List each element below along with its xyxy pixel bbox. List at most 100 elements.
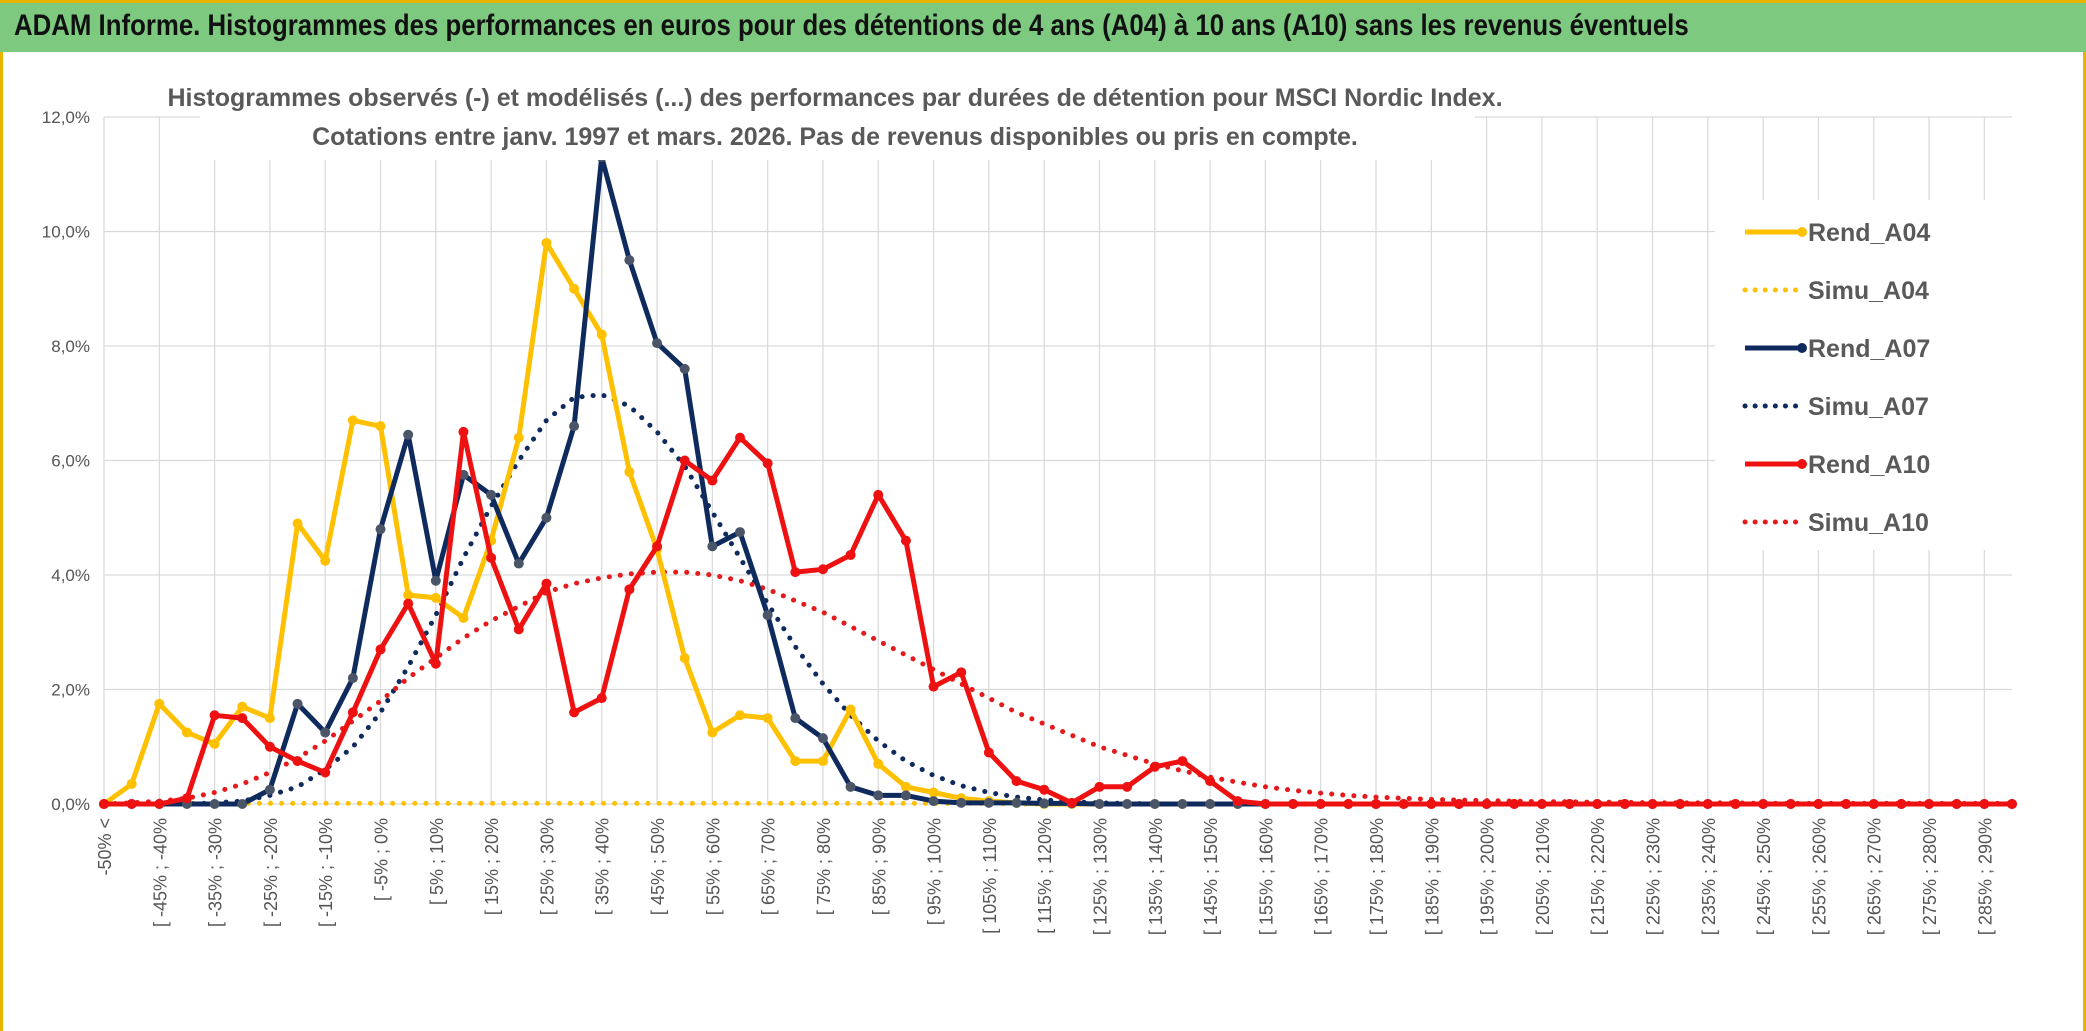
data-point: [320, 767, 331, 778]
x-tick-label: [ 135% ; 140%: [1146, 818, 1166, 935]
data-point: [430, 575, 441, 586]
x-tick-label: [ 255% ; 260%: [1809, 818, 1829, 935]
data-point: [596, 693, 607, 704]
legend-label: Rend_A07: [1808, 335, 1930, 363]
x-tick-label: [ 205% ; 210%: [1533, 818, 1553, 935]
data-point: [735, 527, 745, 538]
series-Simu_A10: [101, 569, 2015, 807]
x-tick-label: -50% <: [95, 818, 115, 876]
data-point: [735, 432, 745, 443]
legend-item: Rend_A04: [1745, 219, 1930, 247]
data-point: [1122, 799, 1133, 809]
data-point: [1094, 799, 1105, 809]
data-point: [1177, 799, 1188, 809]
data-point: [1536, 799, 1547, 809]
data-point: [513, 558, 524, 569]
y-tick-label: 12,0%: [42, 108, 90, 127]
data-point: [790, 713, 801, 724]
data-point: [99, 799, 109, 809]
data-point: [430, 592, 441, 603]
x-tick-label: [ 5% ; 10%: [427, 818, 447, 905]
y-tick-label: 8,0%: [51, 337, 90, 356]
data-point: [1260, 799, 1271, 809]
data-point: [1398, 799, 1409, 809]
data-point: [762, 610, 773, 621]
legend-label: Rend_A04: [1808, 219, 1930, 247]
data-point: [154, 799, 165, 809]
data-point: [403, 429, 414, 440]
data-point: [1315, 799, 1326, 809]
x-tick-label: [ 115% ; 120%: [1035, 818, 1055, 934]
data-point: [817, 733, 828, 744]
x-axis-ticks: -50% < [ -45% ; -40% [ -35% ; -30% [ -25% ;…: [95, 818, 1995, 935]
x-tick-label: [ 95% ; 100%: [925, 818, 945, 925]
data-point: [1675, 799, 1686, 809]
data-point: [1896, 799, 1907, 809]
data-point: [1730, 799, 1741, 809]
chart-title-box: Histogrammes observés (-) et modélisés (…: [167, 76, 1503, 160]
data-point: [1066, 797, 1077, 808]
data-point: [209, 738, 220, 749]
x-tick-label: [ 195% ; 200%: [1478, 818, 1498, 935]
data-point: [1813, 799, 1824, 809]
data-point: [1592, 799, 1603, 809]
data-point: [1205, 776, 1216, 787]
data-point: [569, 707, 580, 718]
data-point: [513, 624, 524, 635]
legend-label: Rend_A10: [1808, 451, 1930, 479]
x-tick-label: [ 25% ; 30%: [537, 818, 557, 915]
data-point: [375, 644, 386, 655]
data-point: [1481, 799, 1492, 809]
data-point: [928, 681, 939, 692]
data-point: [956, 667, 967, 678]
legend-item: Simu_A04: [1742, 277, 1929, 305]
data-point: [209, 710, 220, 721]
y-tick-label: 10,0%: [42, 223, 90, 242]
data-point: [1011, 776, 1022, 787]
legend-background: [1715, 200, 2015, 550]
data-point: [845, 549, 856, 560]
data-point: [790, 567, 801, 578]
data-point: [458, 612, 469, 623]
data-point: [707, 475, 718, 486]
data-point: [1122, 781, 1133, 792]
data-point: [1924, 799, 1935, 809]
data-point: [983, 747, 994, 758]
legend-label: Simu_A04: [1808, 277, 1929, 305]
y-tick-label: 0,0%: [51, 795, 90, 814]
data-point: [126, 799, 137, 809]
data-point: [569, 421, 580, 432]
data-point: [1979, 799, 1990, 809]
data-point: [486, 489, 497, 500]
data-point: [1288, 799, 1299, 809]
data-point: [928, 796, 939, 807]
chart-legend: Rend_A04 Simu_A04 Rend_A07 Simu_A07 Rend_A10…: [1715, 200, 2015, 550]
data-point: [624, 466, 635, 477]
data-point: [817, 564, 828, 575]
x-tick-label: [ 235% ; 240%: [1699, 818, 1719, 935]
x-tick-label: [ -5% ; 0%: [372, 818, 392, 901]
data-point: [1564, 799, 1575, 809]
data-point: [1426, 799, 1437, 809]
data-point: [154, 698, 165, 709]
data-point: [264, 741, 275, 752]
data-point: [1647, 799, 1658, 809]
data-point: [790, 756, 801, 767]
data-point: [735, 710, 745, 721]
y-tick-label: 2,0%: [51, 681, 90, 700]
data-point: [707, 727, 718, 738]
series-Rend_A10: [99, 426, 2017, 809]
chart-title-line1: Histogrammes observés (-) et modélisés (…: [167, 84, 1502, 112]
y-tick-label: 6,0%: [51, 452, 90, 471]
data-point: [1343, 799, 1354, 809]
data-point: [1094, 781, 1105, 792]
data-point: [679, 363, 690, 374]
data-point: [928, 787, 939, 798]
data-point: [1868, 799, 1879, 809]
data-point: [900, 781, 911, 792]
x-tick-label: [ 35% ; 40%: [593, 818, 613, 915]
data-point: [873, 758, 884, 769]
x-tick-label: [ 155% ; 160%: [1256, 818, 1276, 935]
data-point: [403, 598, 414, 609]
data-point: [126, 778, 137, 789]
